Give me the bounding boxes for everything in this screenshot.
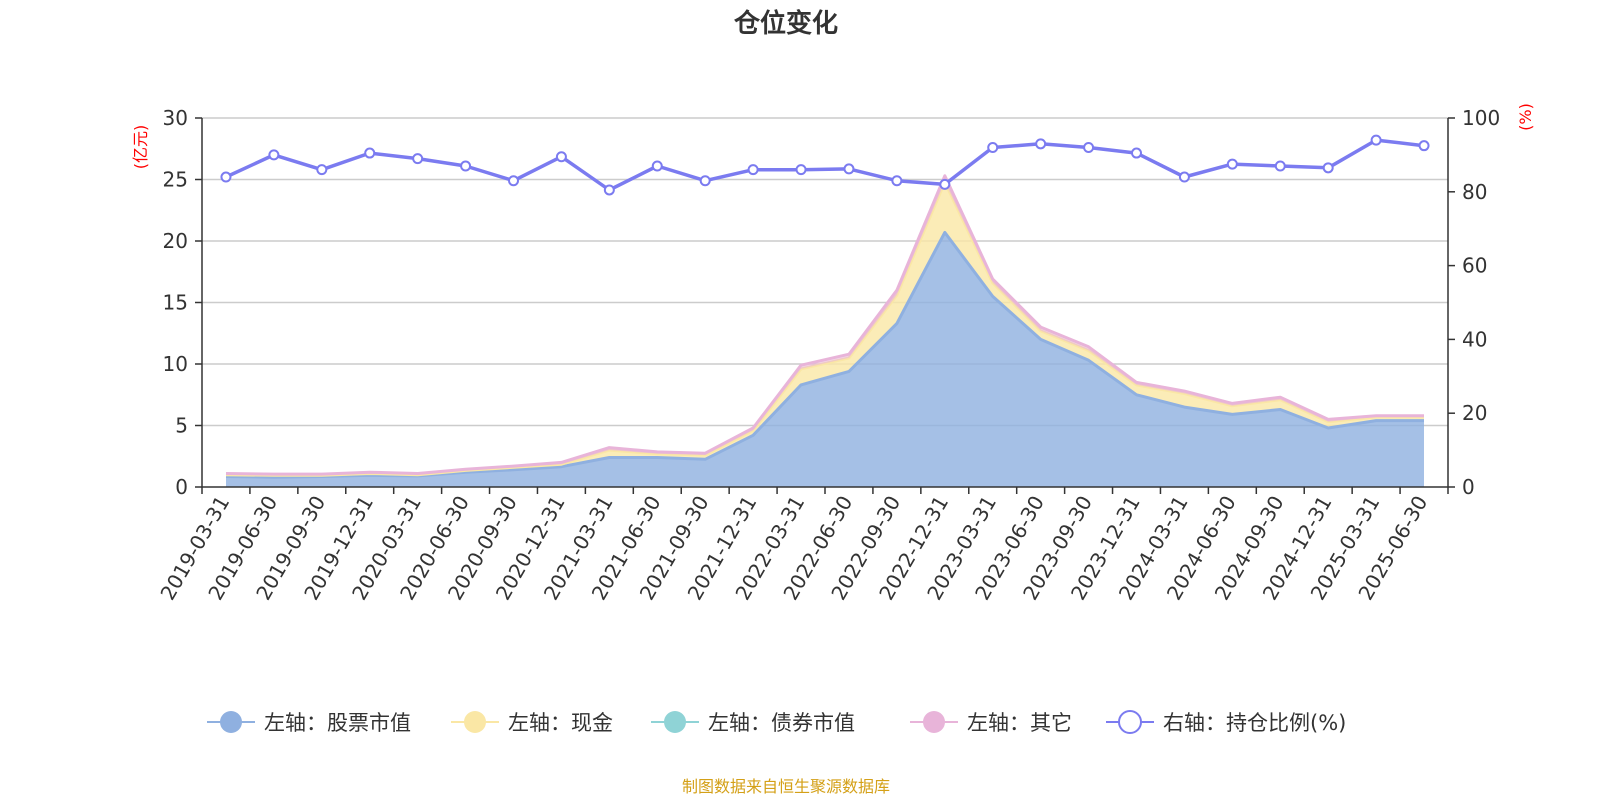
left-axis-tick-label: 15 — [163, 291, 188, 315]
ratio-point — [1035, 138, 1047, 150]
ratio-line — [225, 138, 1425, 192]
right-axis-tick-label: 80 — [1462, 180, 1487, 204]
left-axis-tick-label: 25 — [163, 168, 188, 192]
ratio-point — [316, 164, 328, 176]
ratio-point — [1418, 140, 1430, 152]
ratio-point — [1226, 158, 1238, 170]
legend: 左轴：股票市值 左轴：现金 左轴：债券市值 左轴：其它 右轴：持仓比例(%) — [207, 710, 1346, 735]
left-axis-tick-label: 30 — [163, 106, 188, 130]
ratio-point — [699, 175, 711, 187]
legend-circle-marker — [464, 711, 486, 733]
ratio-point — [795, 164, 807, 176]
area-fill — [226, 232, 1424, 487]
ratio-point — [508, 175, 519, 187]
legend-label: 左轴：其它 — [967, 711, 1072, 735]
axes: 0510152025300204060801002019-03-312019-0… — [155, 106, 1500, 604]
right-axis-tick-label: 100 — [1462, 106, 1500, 130]
legend-item: 左轴：债券市值 — [651, 711, 855, 735]
left-axis-unit: (亿元) — [131, 125, 150, 170]
ratio-point — [1370, 134, 1382, 146]
ratio-point — [843, 163, 855, 175]
ratio-point — [939, 178, 951, 190]
legend-circle-marker — [923, 711, 945, 733]
right-axis-unit: (%) — [1516, 103, 1535, 131]
left-axis-tick-label: 5 — [175, 414, 188, 438]
ratio-point — [1274, 160, 1286, 172]
ratio-point — [268, 149, 280, 161]
left-axis-tick-label: 20 — [163, 229, 188, 253]
ratio-point — [1083, 142, 1095, 154]
legend-label: 右轴：持仓比例(%) — [1163, 711, 1346, 735]
legend-label: 左轴：现金 — [508, 711, 613, 735]
legend-item: 左轴：其它 — [910, 711, 1072, 735]
ratio-point — [1178, 171, 1190, 183]
right-axis-tick-label: 60 — [1462, 254, 1487, 278]
legend-item: 右轴：持仓比例(%) — [1106, 710, 1346, 735]
ratio-point — [555, 151, 567, 163]
ratio-point — [364, 147, 376, 159]
left-axis-tick-label: 10 — [163, 352, 188, 376]
ratio-point — [412, 153, 424, 165]
chart-title: 仓位变化 — [733, 8, 838, 39]
legend-circle-marker — [1118, 710, 1142, 734]
right-axis-tick-label: 0 — [1462, 475, 1475, 499]
legend-circle-marker — [664, 711, 686, 733]
right-axis-tick-label: 20 — [1462, 401, 1487, 425]
ratio-point — [891, 175, 903, 187]
position-ratio-line — [220, 134, 1430, 196]
ratio-point — [603, 184, 615, 196]
stacked-area-series — [225, 174, 1424, 487]
legend-circle-marker — [220, 711, 242, 733]
ratio-point — [1131, 147, 1142, 159]
legend-label: 左轴：债券市值 — [708, 711, 855, 735]
ratio-point — [220, 171, 232, 183]
legend-item: 左轴：现金 — [451, 711, 613, 735]
legend-item: 左轴：股票市值 — [207, 711, 411, 735]
ratio-point — [460, 160, 472, 172]
ratio-point — [747, 164, 759, 176]
ratio-point — [987, 142, 999, 154]
left-axis-tick-label: 0 — [175, 475, 188, 499]
ratio-point — [651, 160, 663, 172]
legend-label: 左轴：股票市值 — [264, 711, 411, 735]
data-source-note: 制图数据来自恒生聚源数据库 — [682, 777, 890, 796]
right-axis-tick-label: 40 — [1462, 327, 1487, 351]
ratio-point — [1322, 162, 1334, 174]
